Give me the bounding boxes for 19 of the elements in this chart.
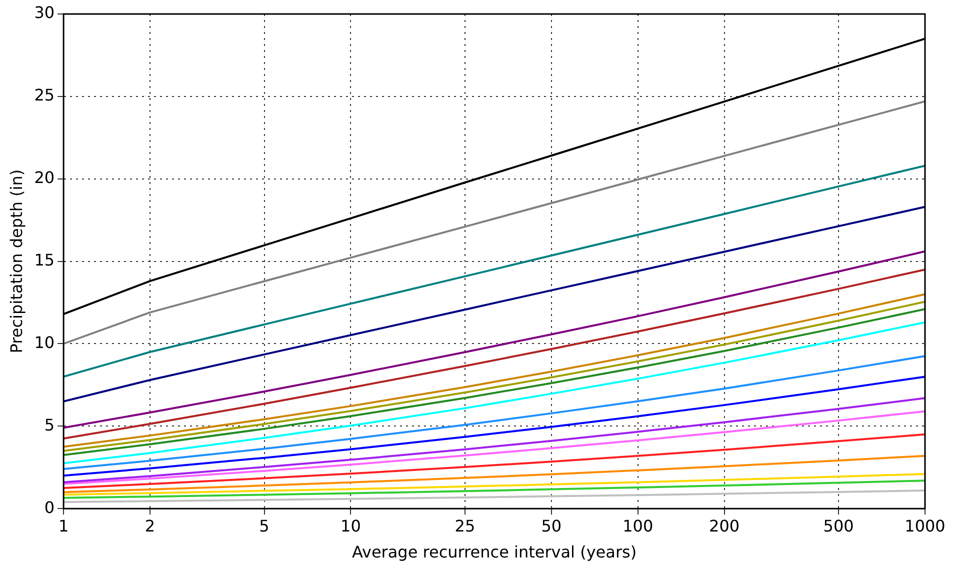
x-tick-label: 50 xyxy=(541,516,562,536)
y-tick-label: 10 xyxy=(34,332,55,352)
y-tick-label: 25 xyxy=(34,86,55,105)
x-tick-label: 5 xyxy=(259,516,270,536)
y-tick-label: 5 xyxy=(44,415,55,434)
x-axis-title: Average recurrence interval (years) xyxy=(352,542,637,562)
x-tick-label: 500 xyxy=(823,516,854,536)
y-tick-label: 30 xyxy=(34,3,55,22)
x-tick-label: 200 xyxy=(709,516,740,536)
y-tick-label: 15 xyxy=(34,250,55,270)
x-tick-label: 1 xyxy=(58,516,69,536)
y-tick-label: 0 xyxy=(44,498,55,517)
x-tick-label: 10 xyxy=(340,516,361,536)
x-tick-label: 25 xyxy=(454,516,476,536)
x-tick-label: 1000 xyxy=(904,516,946,536)
x-tick-label: 2 xyxy=(144,516,156,536)
y-axis-title: Precipitation depth (in) xyxy=(6,169,26,354)
y-tick-label: 20 xyxy=(34,168,55,188)
x-tick-label: 100 xyxy=(622,516,654,536)
